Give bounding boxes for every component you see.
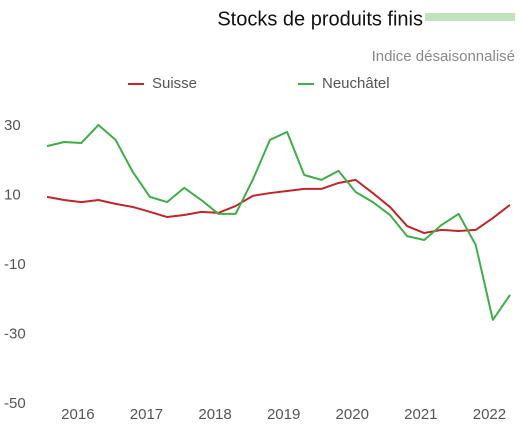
y-tick-label: -50 xyxy=(4,395,26,412)
y-tick-label: -10 xyxy=(4,256,26,273)
title-bar xyxy=(425,13,515,21)
line xyxy=(46,123,511,321)
x-tick-label: 2020 xyxy=(336,406,369,423)
x-tick-label: 2021 xyxy=(404,406,437,423)
x-tick-label: 2022 xyxy=(473,406,506,423)
chart-title: Stocks de produits finis xyxy=(217,8,423,30)
x-tick-label: 2019 xyxy=(267,406,300,423)
x-tick-label: 2018 xyxy=(198,406,231,423)
y-tick-label: 30 xyxy=(4,117,21,134)
x-tick-label: 2016 xyxy=(61,406,94,423)
x-tick-label: 2017 xyxy=(130,406,163,423)
y-tick-label: -30 xyxy=(4,325,26,342)
y-tick-label: 10 xyxy=(4,186,21,203)
legend-label: Suisse xyxy=(152,75,197,92)
legend-label: Neuchâtel xyxy=(322,75,390,92)
chart-subtitle: Indice désaisonnalisé xyxy=(372,48,515,65)
